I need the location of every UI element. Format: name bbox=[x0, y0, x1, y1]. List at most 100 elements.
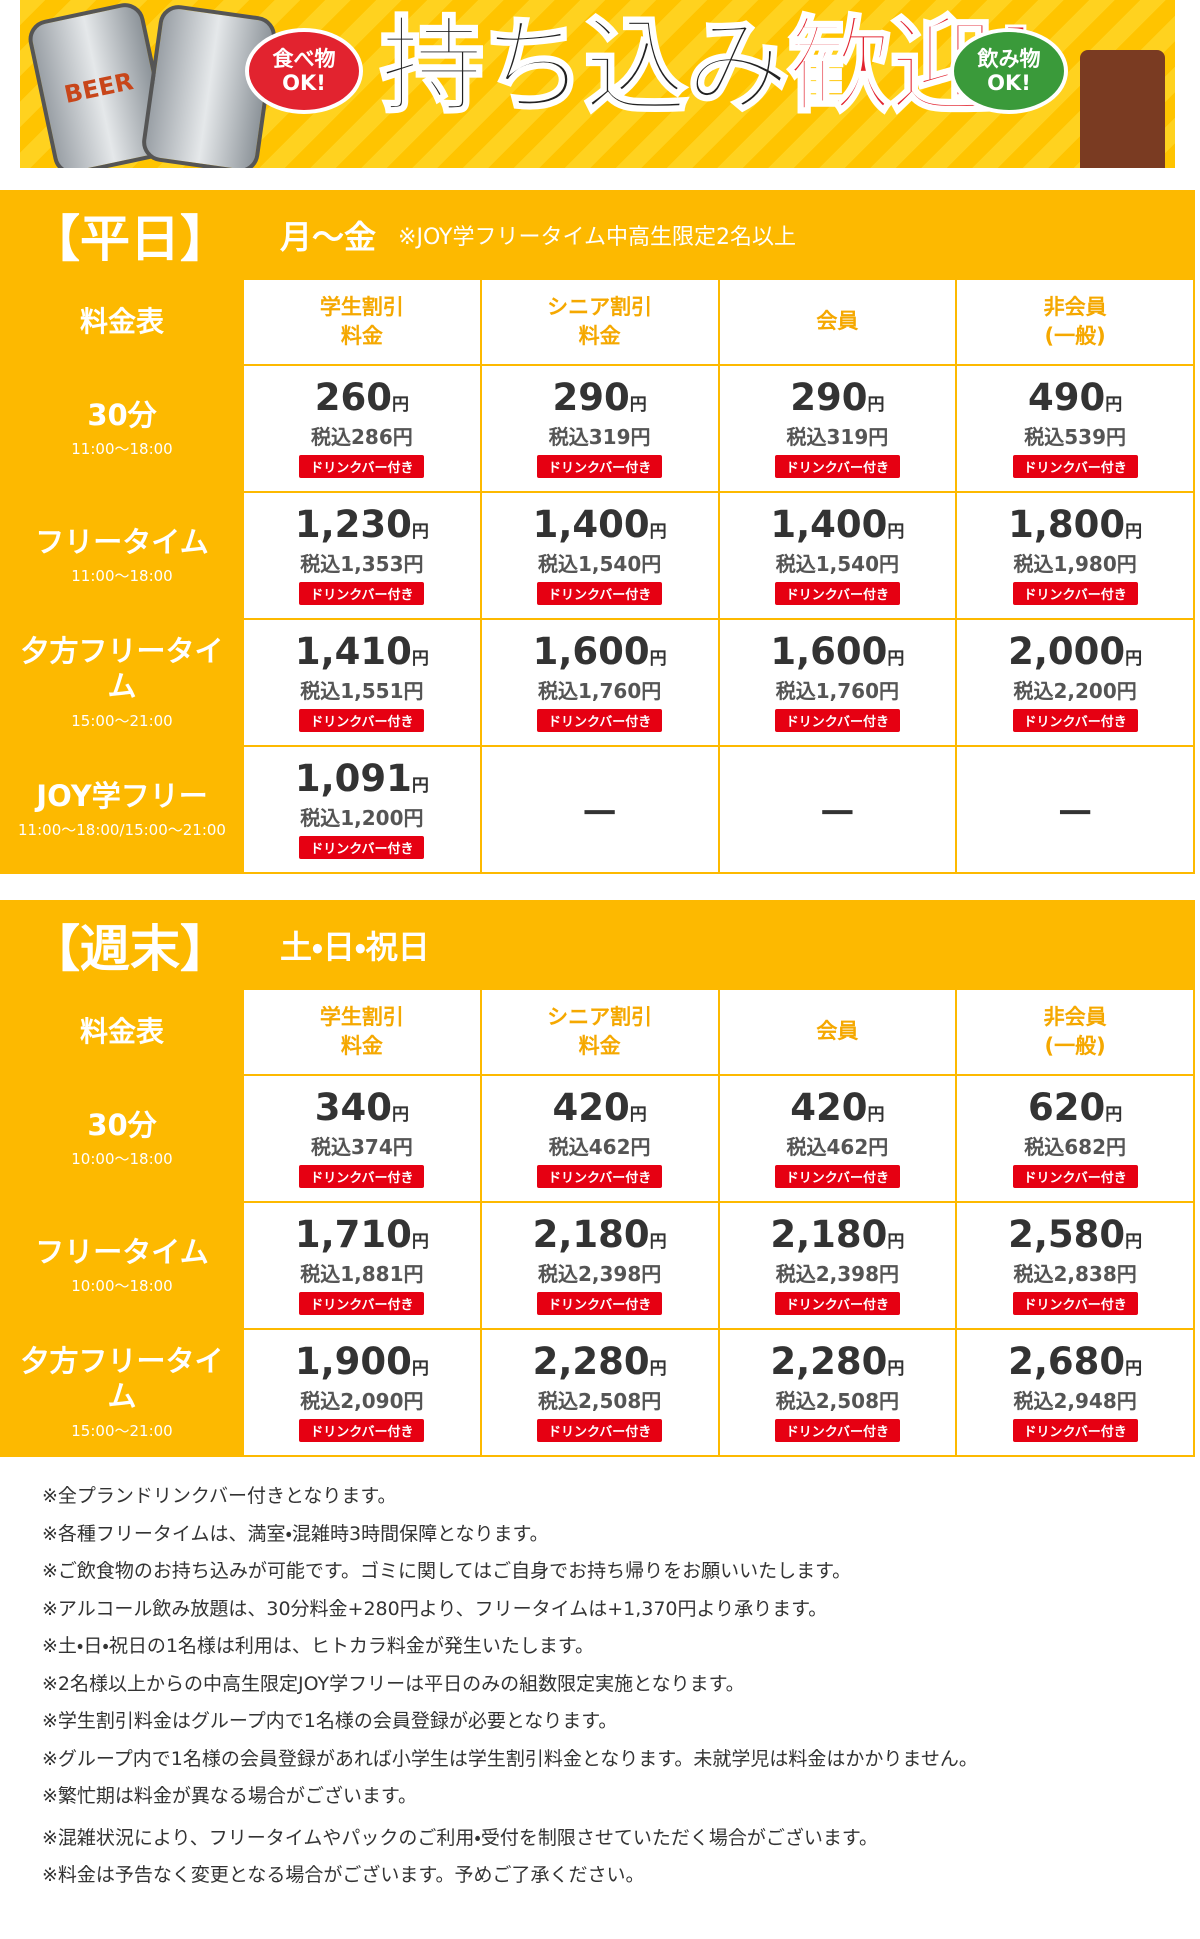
row-header: 30分 11:00〜18:00 bbox=[2, 366, 242, 491]
price-unit: 円 bbox=[411, 776, 429, 797]
column-header: 学生割引 料金 bbox=[244, 990, 480, 1074]
price: 420 bbox=[552, 1086, 630, 1130]
empty-dash: － bbox=[817, 790, 858, 837]
note: ※グループ内で1名様の会員登録があれば小学生は学生割引料金となります。未就学児は… bbox=[42, 1747, 978, 1770]
price-cell: 1,410円 税込1,551円 ドリンクバー付き bbox=[244, 620, 480, 745]
price: 2,180 bbox=[770, 1213, 888, 1257]
price: 1,400 bbox=[770, 503, 888, 547]
price-line: 2,180円 bbox=[533, 1215, 667, 1255]
tax-price: 税込2,948円 bbox=[1013, 1388, 1137, 1413]
price-line: 2,580円 bbox=[1008, 1213, 1143, 1257]
row-header: フリータイム 11:00〜18:00 bbox=[2, 493, 242, 618]
cup-icon bbox=[1080, 50, 1165, 168]
column-header: 非会員 (一般) bbox=[957, 280, 1193, 364]
drinkbar-badge: ドリンクバー付き bbox=[1012, 708, 1138, 732]
price-unit: 円 bbox=[649, 649, 667, 670]
section-note: ※JOY学フリータイム中高生限定2名以上 bbox=[398, 225, 797, 250]
tax-price: 税込2,508円 bbox=[537, 1388, 662, 1413]
drinkbar-badge: ドリンクバー付き bbox=[774, 708, 900, 732]
plan-name: フリータイム bbox=[35, 1234, 209, 1269]
price-unit: 円 bbox=[1125, 1232, 1143, 1253]
banner-title: 持ち込み歓迎! bbox=[378, 13, 1040, 120]
price-cell: 2,180円 税込2,398円 ドリンクバー付き bbox=[719, 1203, 956, 1328]
tax-price: 税込2,838円 bbox=[1013, 1261, 1137, 1286]
price: 1,091 bbox=[294, 757, 412, 801]
drinkbar-badge: ドリンクバー付き bbox=[1012, 1164, 1138, 1188]
column-header: シニア割引 料金 bbox=[481, 280, 718, 364]
price-line: 2,280円 bbox=[533, 1342, 667, 1382]
tax-price: 税込2,200円 bbox=[1013, 678, 1137, 703]
price-line: 290円 bbox=[790, 378, 885, 418]
plan-name: フリータイム bbox=[35, 524, 209, 559]
price-cell: 2,680円 税込2,948円 ドリンクバー付き bbox=[957, 1330, 1193, 1455]
tax-price: 税込286円 bbox=[311, 424, 413, 449]
tax-price: 税込2,398円 bbox=[537, 1261, 662, 1286]
price: 1,900 bbox=[294, 1340, 412, 1384]
price: 1,800 bbox=[1008, 503, 1126, 547]
tax-price: 税込319円 bbox=[548, 424, 651, 449]
drinkbar-badge: ドリンクバー付き bbox=[299, 835, 425, 859]
column-header: 会員 bbox=[719, 280, 956, 364]
column-header: 会員 bbox=[719, 990, 956, 1074]
price-cell: 260円 税込286円 ドリンクバー付き bbox=[244, 366, 480, 491]
note: ※学生割引料金はグループ内で1名様の会員登録が必要となります。 bbox=[42, 1710, 618, 1732]
price-unit: 円 bbox=[391, 395, 409, 416]
price: 420 bbox=[790, 1086, 868, 1130]
tax-price: 税込539円 bbox=[1024, 424, 1126, 449]
plan-name: 夕方フリータイム bbox=[20, 634, 224, 703]
price-cell: 1,600円 税込1,760円 ドリンクバー付き bbox=[481, 620, 718, 745]
price-line: 2,000円 bbox=[1008, 632, 1143, 672]
price-unit: 円 bbox=[1125, 649, 1143, 670]
drink-bubble: 飲み物 OK! bbox=[950, 28, 1068, 114]
price: 1,710 bbox=[294, 1213, 412, 1257]
plan-time: 11:00〜18:00 bbox=[71, 440, 173, 459]
price-line: 490円 bbox=[1028, 376, 1122, 420]
price-line: 2,180円 bbox=[770, 1213, 905, 1257]
plan-time: 15:00〜21:00 bbox=[71, 1421, 173, 1440]
price-cell: 290円 税込319円 ドリンクバー付き bbox=[481, 366, 718, 491]
price-line: 420円 bbox=[790, 1086, 884, 1130]
price: 2,280 bbox=[770, 1340, 888, 1384]
plan-time: 11:00〜18:00 bbox=[71, 567, 173, 586]
section-header: 【週末】 土・日・祝日 bbox=[0, 900, 1195, 990]
price-unit: 円 bbox=[629, 1105, 647, 1126]
price: 1,230 bbox=[294, 503, 412, 547]
price-cell: 1,400円 税込1,540円 ドリンクバー付き bbox=[481, 493, 718, 618]
tax-price: 税込682円 bbox=[1024, 1134, 1126, 1159]
section-subtitle: 月〜金 bbox=[280, 218, 377, 256]
price-cell: 2,580円税込2,838円 ドリンクバー付き bbox=[957, 1203, 1193, 1328]
drinkbar-badge: ドリンクバー付き bbox=[299, 581, 425, 605]
price-line: 1,600円 bbox=[770, 632, 904, 672]
note: ※全プランドリンクバー付きとなります。 bbox=[42, 1485, 397, 1507]
plan-time: 10:00〜18:00 bbox=[71, 1277, 173, 1296]
price-table: 料金表 学生割引 料金 シニア割引 料金 会員 非会員 (一般) 30分 11:00〜18:… bbox=[0, 280, 1195, 874]
price: 2,580 bbox=[1008, 1213, 1126, 1257]
price: 490 bbox=[1028, 376, 1106, 420]
drinkbar-badge: ドリンクバー付き bbox=[537, 1418, 663, 1442]
price-cell: 620円 税込682円 ドリンクバー付き bbox=[957, 1076, 1193, 1201]
price-line: 1,800円 bbox=[1008, 503, 1142, 547]
price-cell: － bbox=[481, 747, 718, 872]
price: 290 bbox=[552, 376, 630, 420]
drinkbar-badge: ドリンクバー付き bbox=[537, 581, 663, 605]
plan-time: 10:00〜18:00 bbox=[71, 1150, 173, 1169]
drinkbar-badge: ドリンクバー付き bbox=[299, 1291, 425, 1315]
drinkbar-badge: ドリンクバー付き bbox=[1012, 581, 1138, 605]
row-header: 夕方フリータイム 15:00〜21:00 bbox=[2, 1330, 242, 1455]
price-unit: 円 bbox=[867, 395, 885, 416]
drinkbar-badge: ドリンクバー付き bbox=[1012, 1418, 1138, 1442]
tax-price: 税込462円 bbox=[786, 1134, 889, 1159]
row-header: 夕方フリータイム 15:00〜21:00 bbox=[2, 620, 242, 745]
price-unit: 円 bbox=[649, 522, 667, 543]
price-cell: 490円 税込539円 ドリンクバー付き bbox=[957, 366, 1193, 491]
drinkbar-badge: ドリンクバー付き bbox=[1012, 1291, 1138, 1315]
price-unit: 円 bbox=[887, 1232, 905, 1253]
drinkbar-badge: ドリンクバー付き bbox=[299, 1164, 425, 1188]
food-bubble: 食べ物 OK! bbox=[245, 28, 363, 114]
price: 620 bbox=[1028, 1086, 1106, 1130]
drinkbar-badge: ドリンクバー付き bbox=[299, 454, 425, 478]
price-table: 料金表 学生割引 料金 シニア割引 料金 会員 非会員 (一般) 30分 10:00〜18:… bbox=[0, 990, 1195, 1457]
tax-price: 税込2,090円 bbox=[300, 1388, 424, 1413]
column-header: 非会員 (一般) bbox=[957, 990, 1193, 1074]
plan-name: 30分 bbox=[87, 1107, 157, 1142]
